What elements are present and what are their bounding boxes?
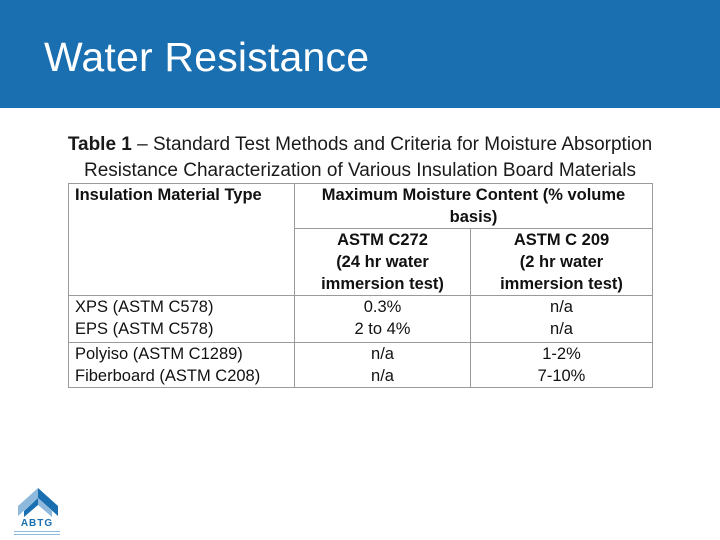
- table-caption: Table 1 – Standard Test Methods and Crit…: [40, 132, 680, 184]
- c209-cell: n/a n/a: [469, 295, 654, 343]
- table-header-row: Insulation Material Type Maximum Moistur…: [68, 183, 654, 296]
- col-header-material: Insulation Material Type: [68, 183, 295, 296]
- caption-label: Table 1: [67, 134, 132, 155]
- table-row-group-2: Polyiso (ASTM C1289) Fiberboard (ASTM C2…: [68, 342, 654, 388]
- caption-line1: – Standard Test Methods and Criteria for…: [131, 134, 653, 155]
- c272-cell: n/a n/a: [294, 342, 471, 388]
- slide-title: Water Resistance: [44, 34, 370, 80]
- material-cell: Polyiso (ASTM C1289) Fiberboard (ASTM C2…: [68, 342, 295, 388]
- caption-line2: Resistance Characterization of Various I…: [84, 160, 636, 181]
- material-cell: XPS (ASTM C578) EPS (ASTM C578): [68, 295, 295, 343]
- logo-tagline-icon: [14, 531, 60, 535]
- c272-cell: 0.3% 2 to 4%: [294, 295, 471, 343]
- header-bar: Water Resistance: [0, 0, 720, 108]
- col-header-moisture: Maximum Moisture Content (% volume basis…: [293, 183, 654, 229]
- col-header-c209: ASTM C 209 (2 hr water immersion test): [469, 228, 654, 296]
- col-header-c272: ASTM C272 (24 hr water immersion test): [294, 228, 471, 296]
- table-subheader-row: ASTM C272 (24 hr water immersion test) A…: [69, 228, 654, 296]
- abtg-logo-icon: [18, 488, 58, 517]
- moisture-table: Insulation Material Type Maximum Moistur…: [68, 183, 654, 388]
- c209-cell: 1-2% 7-10%: [469, 342, 654, 388]
- logo-text: ABTG: [20, 518, 54, 529]
- table-row-group-1: XPS (ASTM C578) EPS (ASTM C578) 0.3% 2 t…: [68, 295, 654, 343]
